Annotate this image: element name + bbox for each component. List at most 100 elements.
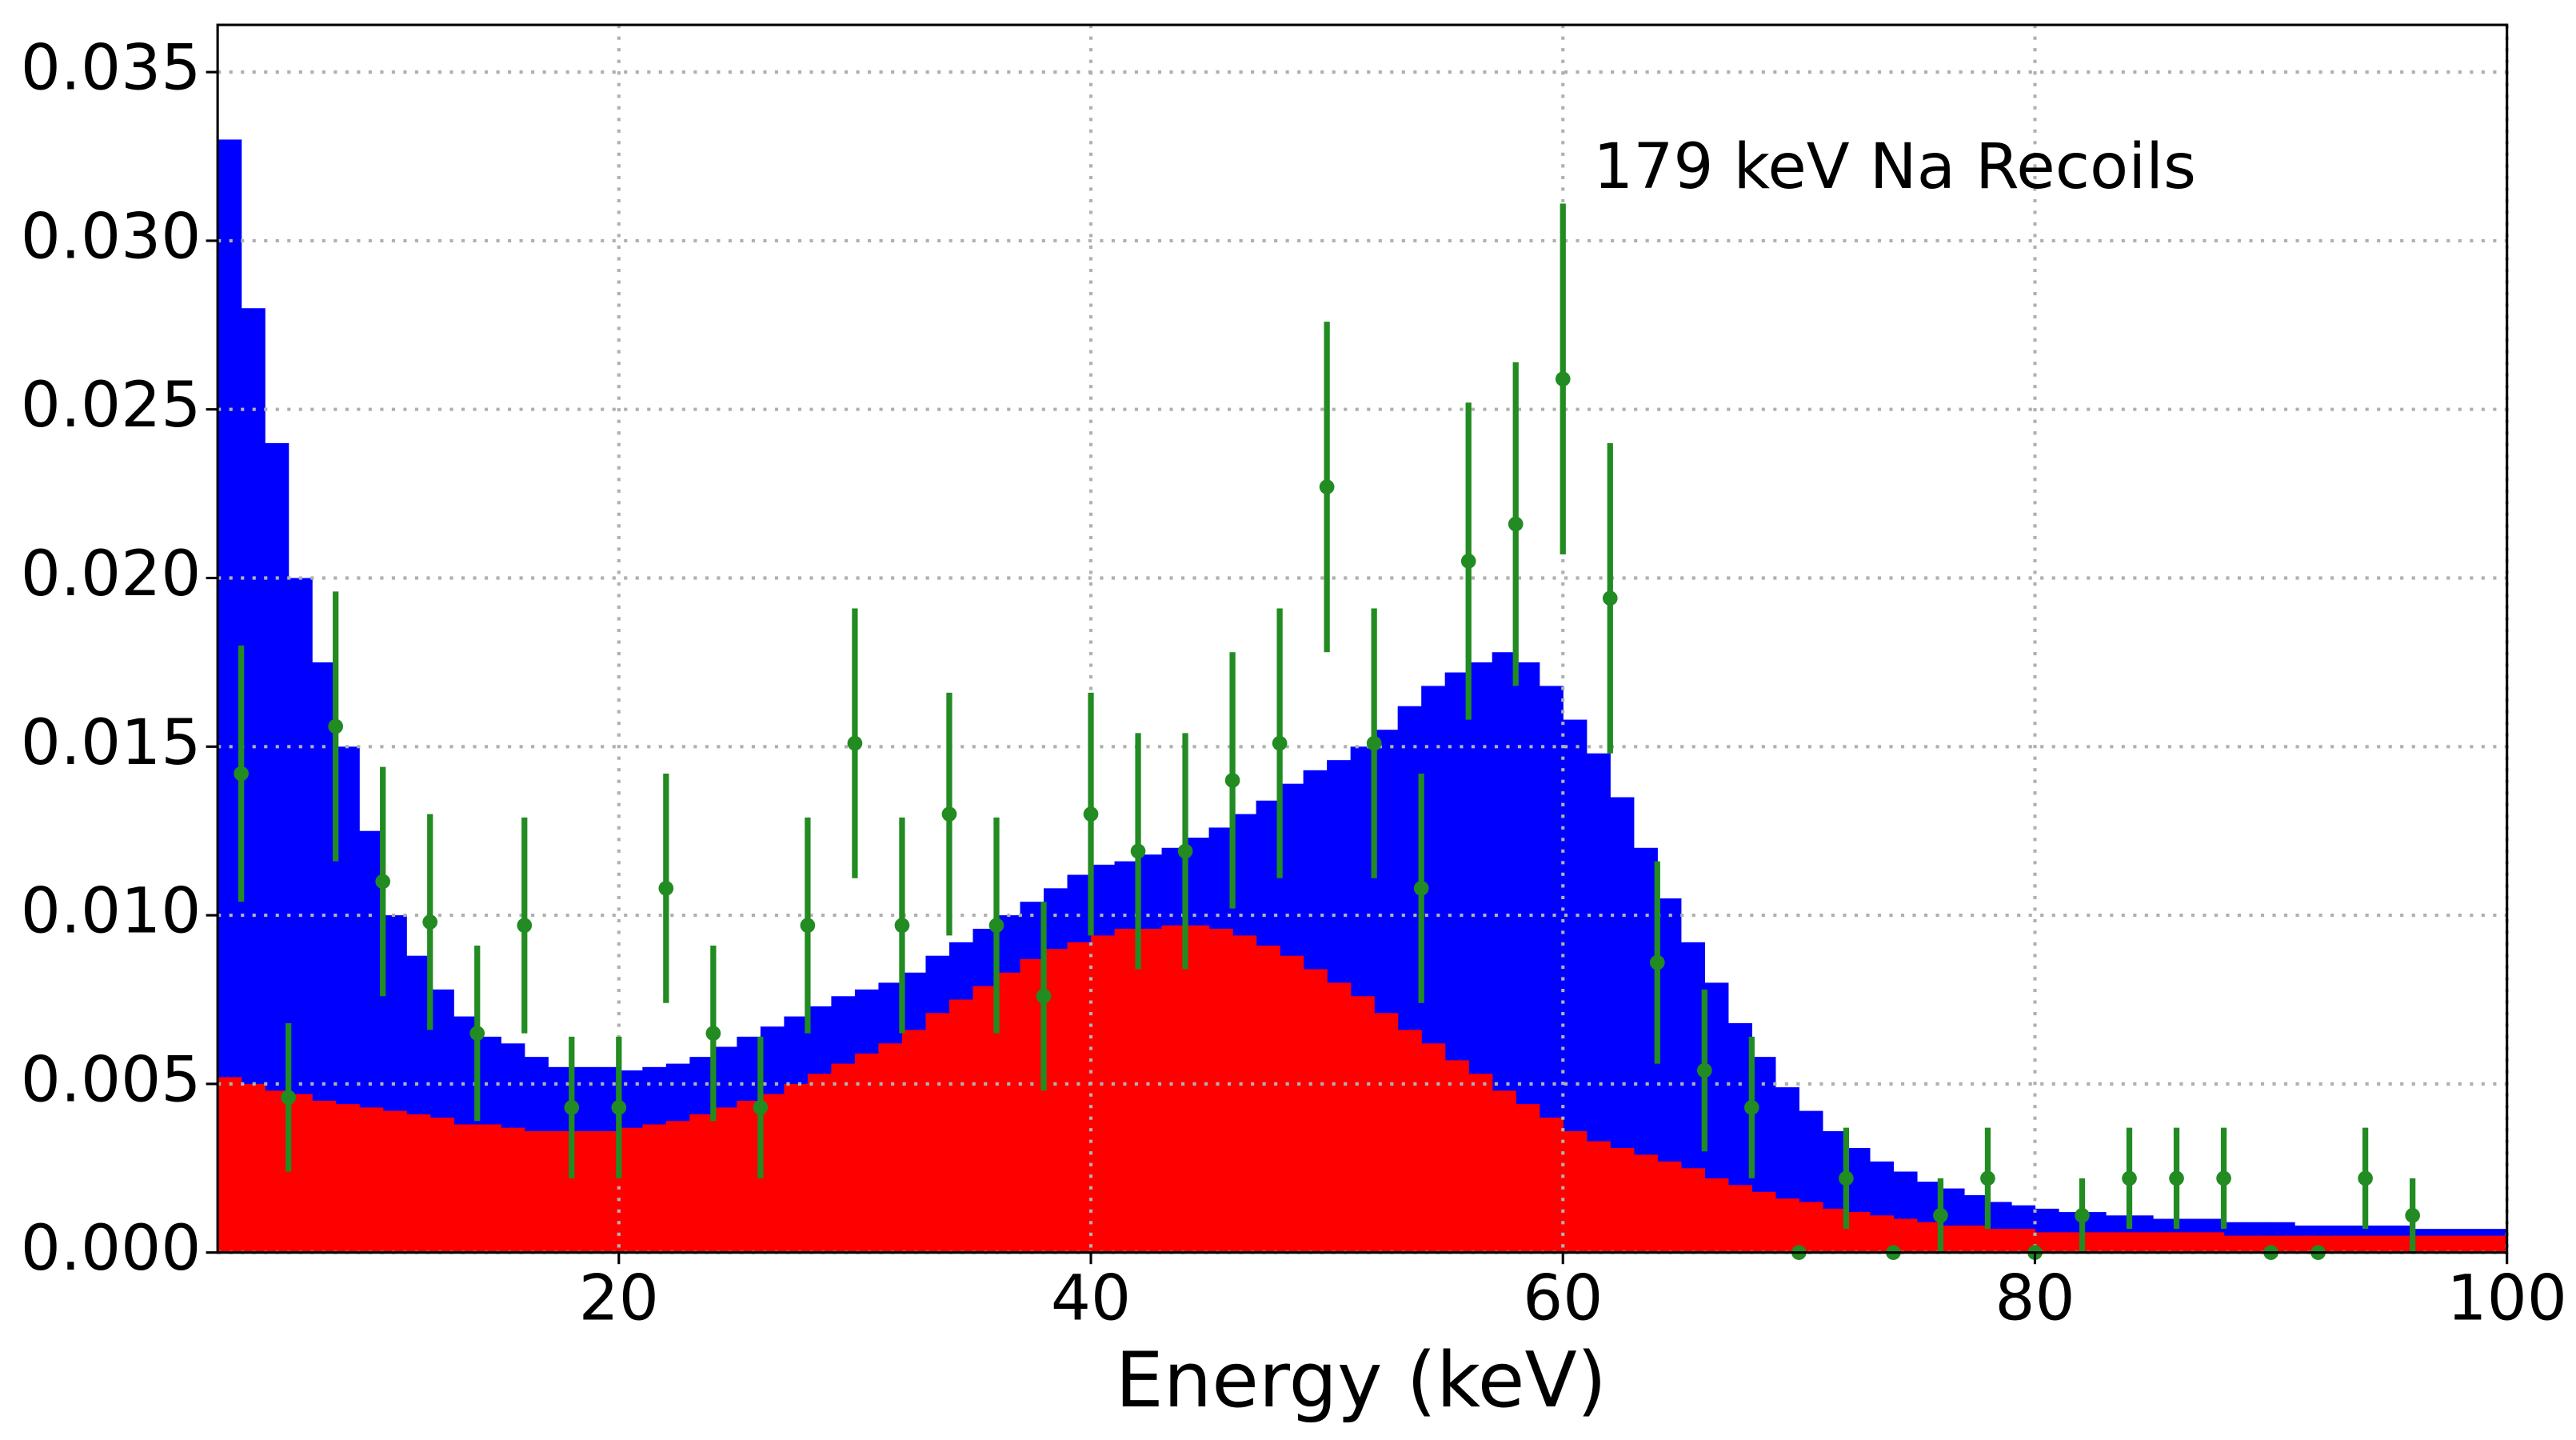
data-point (1933, 1207, 1948, 1223)
histogram-bar (571, 1130, 596, 1253)
data-point (941, 806, 957, 822)
histogram-bar (524, 1130, 549, 1253)
data-point (1508, 516, 1524, 532)
histogram-bar (1114, 928, 1139, 1253)
histogram-bar (996, 972, 1021, 1253)
data-point (2216, 1170, 2231, 1186)
annotation: 179 keV Na Recoils (1593, 130, 2196, 203)
histogram-bar (1680, 1168, 1705, 1253)
data-point (328, 718, 344, 734)
data-point (234, 766, 249, 782)
data-point (2169, 1170, 2184, 1186)
histogram-bar (1208, 928, 1233, 1253)
y-tick-label: 0.015 (21, 706, 202, 779)
histogram-bar (335, 1104, 360, 1253)
data-point (705, 1026, 721, 1041)
histogram-bar (713, 1107, 737, 1253)
histogram-bar (218, 1077, 242, 1253)
histogram-bar (1232, 935, 1257, 1253)
histogram-bar (854, 1053, 880, 1253)
data-point (847, 735, 863, 751)
histogram-bar (1633, 1154, 1658, 1253)
data-point (564, 1100, 580, 1115)
x-axis-label: Energy (keV) (1116, 1336, 1607, 1425)
data-point (1649, 954, 1665, 970)
histogram-bar (784, 1083, 809, 1253)
data-point (1839, 1170, 1854, 1186)
histogram-bar (925, 1013, 950, 1253)
histogram-bar (1799, 1202, 1823, 1253)
histogram-bar (2389, 1235, 2414, 1253)
histogram-bar (1822, 1208, 1847, 1253)
data-point (1083, 806, 1099, 822)
histogram-bar (949, 999, 974, 1253)
histogram-bar (1516, 1104, 1540, 1253)
histogram-bar (501, 1127, 525, 1253)
x-tick-label: 20 (579, 1261, 659, 1334)
x-tick-label: 60 (1523, 1261, 1603, 1334)
histogram-bar (453, 1124, 478, 1253)
data-point (1460, 554, 1476, 569)
x-tick-label: 80 (1995, 1261, 2075, 1334)
histogram-bar (2129, 1232, 2154, 1253)
histogram-bar (878, 1043, 903, 1253)
histogram-bar (595, 1130, 620, 1253)
histogram-bar (1586, 1141, 1611, 1253)
histogram-bar (265, 1090, 290, 1253)
histogram-bar (1421, 1043, 1446, 1253)
histogram-bar (760, 1094, 785, 1253)
histogram-bar (1350, 996, 1375, 1253)
histogram-bar (1751, 1191, 1776, 1253)
histogram-bar (1374, 1013, 1399, 1253)
data-point (1130, 843, 1146, 859)
histogram-bar (1727, 1185, 1752, 1253)
data-point (1272, 735, 1288, 751)
histogram-bar (807, 1074, 833, 1253)
data-point (1555, 371, 1571, 387)
data-point (281, 1090, 296, 1106)
data-point (1744, 1100, 1759, 1115)
y-tick-label: 0.010 (21, 874, 202, 948)
histogram-bar (2223, 1235, 2248, 1253)
data-point (1366, 735, 1382, 751)
data-point (2122, 1170, 2137, 1186)
data-point (517, 918, 533, 934)
histogram-bar (1539, 1118, 1564, 1253)
histogram-bar (1704, 1178, 1729, 1253)
data-point (1413, 881, 1429, 896)
histogram-bar (1185, 925, 1210, 1253)
histogram-bar (1067, 942, 1092, 1253)
plot-area (218, 25, 2509, 1260)
data-point (469, 1026, 485, 1041)
data-point (2405, 1207, 2420, 1223)
histogram-bar (1468, 1074, 1493, 1253)
histogram-bar (548, 1130, 573, 1253)
data-point (658, 881, 674, 896)
data-point (422, 914, 438, 930)
data-point (753, 1100, 769, 1115)
histogram-bar (901, 1030, 927, 1253)
data-point (2075, 1207, 2090, 1223)
histogram-bar (1397, 1030, 1422, 1253)
data-point (1980, 1170, 1995, 1186)
histogram-bar (2058, 1232, 2083, 1253)
histogram-bar (1138, 928, 1163, 1253)
histogram-bar (1916, 1222, 1942, 1253)
data-point (1696, 1062, 1712, 1078)
histogram-bar (2153, 1232, 2178, 1253)
data-point (894, 918, 910, 934)
histogram-bar (2106, 1232, 2131, 1253)
histogram-bar (642, 1124, 667, 1253)
histogram-bar (312, 1100, 337, 1253)
histogram-bar (1846, 1212, 1871, 1253)
histogram-bar (1987, 1229, 2012, 1253)
histogram-bar (1775, 1198, 1799, 1253)
y-tick-label: 0.005 (21, 1042, 202, 1116)
y-tick-label: 0.025 (21, 368, 202, 442)
histogram-bar (288, 1094, 313, 1253)
histogram-bar (218, 139, 242, 1253)
histogram-bar (2436, 1235, 2461, 1253)
histogram-bar (1303, 969, 1328, 1253)
data-point (988, 918, 1004, 934)
